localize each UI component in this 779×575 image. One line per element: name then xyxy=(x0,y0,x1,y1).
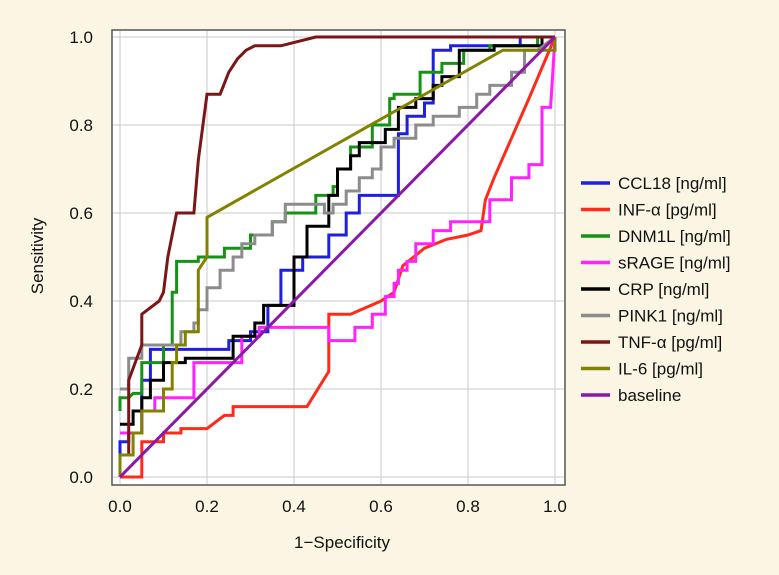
legend-label-6: TNF-α [pg/ml] xyxy=(618,333,722,352)
legend-label-2: DNM1L [ng/ml] xyxy=(618,227,731,246)
y-tick-label: 0.0 xyxy=(69,468,93,487)
legend-label-1: INF-α [pg/ml] xyxy=(618,201,717,220)
legend-label-3: sRAGE [ng/ml] xyxy=(618,254,730,273)
x-tick-labels: 0.0 0.2 0.4 0.6 0.8 1.0 xyxy=(108,497,567,516)
y-tick-label: 0.4 xyxy=(69,292,93,311)
series-line-8 xyxy=(118,35,557,479)
legend-label-4: CRP [ng/ml] xyxy=(618,280,709,299)
y-tick-label: 0.8 xyxy=(69,116,93,135)
legend-label-5: PINK1 [ng/ml] xyxy=(618,307,723,326)
y-tick-label: 0.2 xyxy=(69,380,93,399)
series-line-4 xyxy=(120,35,555,426)
x-tick-label: 0.2 xyxy=(195,497,219,516)
x-tick-label: 0.8 xyxy=(456,497,480,516)
x-tick-label: 0.0 xyxy=(108,497,132,516)
x-axis-title: 1−Specificity xyxy=(294,533,390,552)
legend-label-0: CCL18 [ng/ml] xyxy=(618,174,727,193)
series-line-3 xyxy=(120,36,557,435)
legend: CCL18 [ng/ml] INF-α [pg/ml] DNM1L [ng/ml] s… xyxy=(581,174,731,405)
y-axis-title: Sensitivity xyxy=(28,217,47,294)
y-tick-label: 0.6 xyxy=(69,204,93,223)
legend-label-8: baseline xyxy=(618,386,681,405)
y-tick-labels: 0.0 0.2 0.4 0.6 0.8 1.0 xyxy=(69,28,93,487)
series-line-1 xyxy=(120,36,557,479)
x-tick-label: 1.0 xyxy=(543,497,567,516)
y-tick-label: 1.0 xyxy=(69,28,93,47)
series-line-6 xyxy=(120,35,555,457)
x-tick-label: 0.6 xyxy=(369,497,393,516)
series-layer xyxy=(118,35,557,479)
legend-label-7: IL-6 [pg/ml] xyxy=(618,360,703,379)
series-line-7 xyxy=(118,37,557,477)
x-tick-label: 0.4 xyxy=(282,497,306,516)
